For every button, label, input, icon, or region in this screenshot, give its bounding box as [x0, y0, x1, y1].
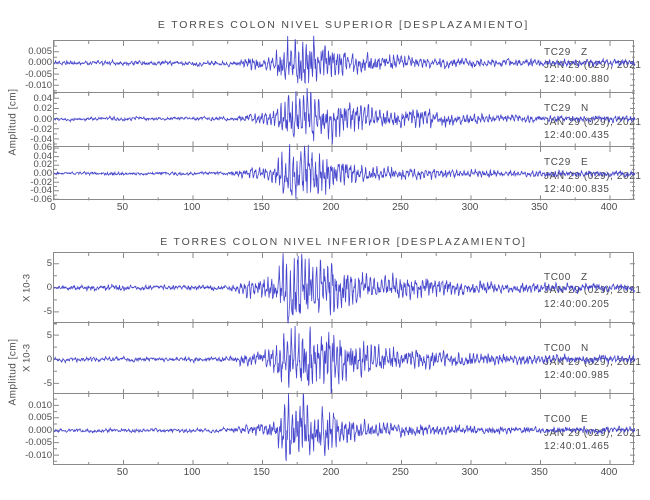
y-tick-label: 0.000 — [28, 57, 52, 69]
y-tick-label: -5 — [43, 306, 52, 318]
trace-label: TC00 Z JAN 29 (029), 2021 12:40:00.205 — [544, 271, 642, 310]
x-tick-label: 300 — [461, 202, 479, 213]
y-tick-label: -0.010 — [25, 79, 52, 91]
y-tick-label: -5 — [43, 377, 52, 389]
trace-label: TC00 E JAN 29 (029), 2021 12:40:01.465 — [544, 414, 642, 453]
x-tick-label: 300 — [461, 467, 479, 478]
x-tick-label: 350 — [531, 467, 548, 478]
x-tick-label: 200 — [322, 467, 340, 478]
y-tick-label: 0.005 — [28, 46, 52, 58]
y-tick-label: 0.005 — [28, 412, 52, 424]
x-tick-label: 150 — [253, 467, 270, 478]
y-tick-label: 0.00 — [33, 113, 53, 125]
y-tick-label: -0.06 — [30, 193, 52, 205]
y-tick-label: 0.010 — [28, 399, 52, 411]
y-tick-label: 0.00 — [33, 167, 53, 179]
y-tick-label: -0.005 — [25, 68, 52, 80]
subplot-tc29-z: 0.005 0.000 -0.005 -0.010 TC29 Z JAN 29 (029)… — [25, 35, 641, 95]
subplot-tc29-n: 0.04 0.02 0.00 -0.02 -0.04 TC29 N JAN 29 (029)… — [30, 88, 641, 147]
y-tick-label: -0.04 — [30, 133, 52, 145]
y-tick-label: -0.04 — [30, 185, 52, 197]
y-tick-label: 0 — [46, 353, 52, 365]
y-tick-label: 5 — [46, 329, 52, 341]
y-tick-label: -0.010 — [25, 449, 52, 461]
trace-label: TC29 Z JAN 29 (029), 2021 12:40:00.880 — [544, 46, 642, 85]
subplot-tc29-e: 0.06 0.04 0.02 0.00 -0.02 -0.04 -0.06 TC29 E JAN… — [30, 142, 641, 204]
x-tick-label: 200 — [322, 202, 340, 213]
y-axis-label-inferior: Amplitud [cm] — [7, 338, 19, 406]
y-tick-label: 0 — [46, 282, 52, 294]
x-tick-label: 100 — [183, 202, 201, 213]
trace-label: TC29 N JAN 29 (029), 2021 12:40:00.435 — [544, 103, 642, 142]
x-tick-label: 350 — [531, 202, 548, 213]
x-tick-label: 50 — [116, 467, 129, 478]
y-tick-label: -0.02 — [30, 123, 52, 135]
y-tick-label: 0.02 — [33, 103, 53, 115]
y-scale-label: X 10-3 — [21, 273, 33, 302]
y-tick-label: 5 — [46, 258, 52, 270]
x-tick-label: 250 — [392, 467, 409, 478]
y-tick-label: -0.005 — [25, 437, 52, 449]
y-tick-label: 0.02 — [33, 159, 53, 171]
trace-label: TC29 E JAN 29 (029), 2021 12:40:00.835 — [544, 157, 642, 196]
y-axis-label-superior: Amplitud [cm] — [7, 88, 19, 156]
y-tick-label: -0.02 — [30, 176, 52, 188]
x-tick-label: 250 — [392, 202, 409, 213]
x-tick-label: 400 — [600, 467, 618, 478]
panel-title-inferior: E TORRES COLON NIVEL INFERIOR [DESPLAZAM… — [160, 236, 527, 248]
x-tick-label: 400 — [600, 202, 618, 213]
panel-title-superior: E TORRES COLON NIVEL SUPERIOR [DESPLAZAM… — [157, 19, 530, 31]
y-scale-label: X 10-3 — [21, 344, 33, 372]
y-tick-label: 0.06 — [33, 142, 53, 154]
subplot-tc00-n: 5 0 -5 X 10-3 TC00 N JAN 29 (029), 2021 12:40:… — [22, 322, 641, 394]
subplot-tc00-z: 5 0 -5 X 10-3 TC00 Z JAN 29 (029), 2021 12:40:… — [22, 252, 641, 325]
x-tick-label: 150 — [253, 202, 270, 213]
y-tick-label: 0.000 — [28, 424, 52, 436]
x-tick-label: 0 — [50, 202, 56, 213]
y-tick-label: 0.04 — [33, 93, 53, 105]
x-tick-label: 50 — [116, 202, 129, 213]
y-tick-label: 0.04 — [33, 150, 53, 162]
trace-label: TC00 N JAN 29 (029), 2021 12:40:00.985 — [544, 343, 642, 382]
x-tick-label: 100 — [183, 467, 201, 478]
subplot-tc00-e: 0.010 0.005 0.000 -0.005 -0.010 TC00 E JAN 29 … — [25, 393, 641, 465]
